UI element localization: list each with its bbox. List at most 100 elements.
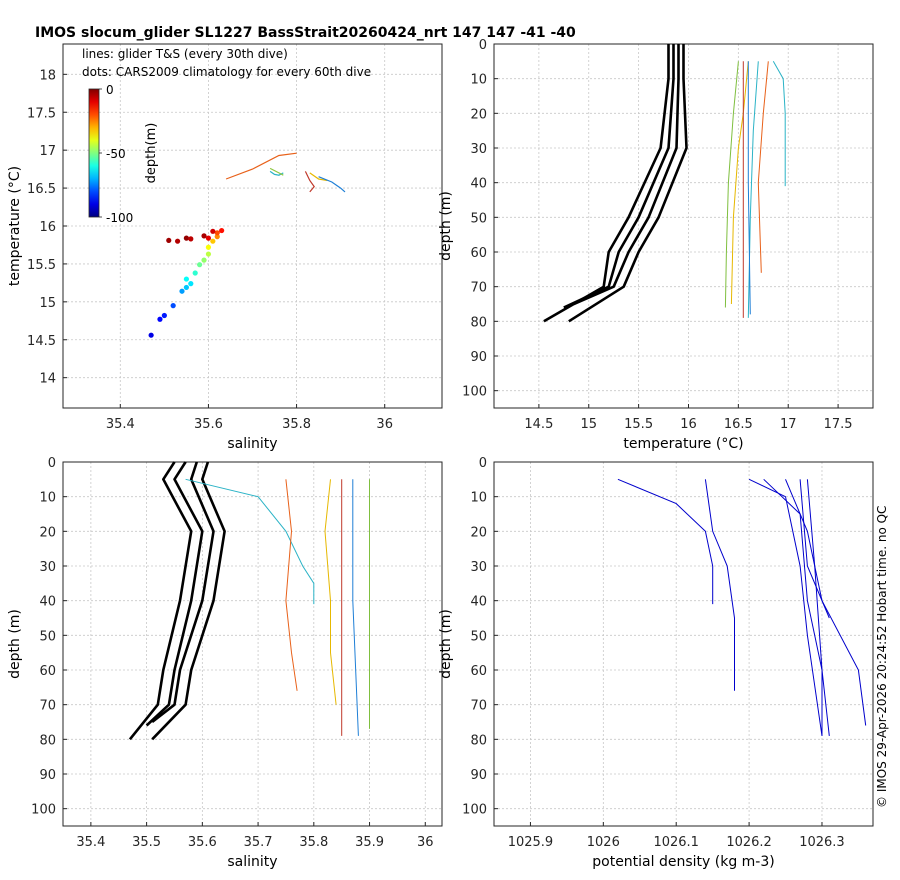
y-tick-label: 16.5 (27, 182, 56, 197)
x-tick-label: 15 (580, 417, 597, 432)
y-tick-label: 30 (470, 560, 487, 575)
y-tick-label: 16 (39, 220, 56, 235)
y-tick-label: 60 (470, 664, 487, 679)
y-tick-label: 100 (31, 803, 56, 818)
glider-profile-line (704, 479, 735, 691)
climatology-dot (205, 251, 212, 257)
climatology-dot (183, 284, 189, 291)
glider-profile-line (617, 478, 714, 605)
legend-text: lines: glider T&S (every 30th dive) (82, 47, 288, 61)
y-axis-label: depth (m) (438, 609, 454, 679)
y-axis-label: temperature (°C) (7, 166, 23, 286)
climatology-dot (205, 244, 212, 250)
x-axis-label: potential density (kg m-3) (592, 854, 774, 870)
climatology-dot (201, 233, 207, 239)
colorbar (88, 88, 100, 218)
glider-profile-line (772, 61, 786, 187)
y-tick-label: 20 (470, 525, 487, 540)
axes-box (493, 461, 874, 827)
climatology-dot (174, 238, 181, 244)
glider-profile-line (806, 479, 823, 736)
x-tick-label: 36 (417, 835, 434, 850)
y-tick-label: 17 (39, 144, 56, 159)
glider-profile-line (757, 61, 769, 273)
x-tick-label: 35.6 (194, 417, 223, 432)
figure-title: IMOS slocum_glider SL1227 BassStrait2026… (35, 25, 576, 41)
y-tick-label: 80 (470, 315, 487, 330)
glider-profile-line (730, 61, 749, 305)
y-tick-label: 80 (39, 733, 56, 748)
climatology-dot (214, 234, 220, 240)
colorbar-tick-label: -100 (106, 211, 133, 225)
y-tick-label: 50 (470, 629, 487, 644)
climatology-dot (210, 238, 216, 244)
climatology-profile-line (568, 44, 688, 323)
y-tick-label: 14.5 (27, 334, 56, 349)
climatology-dot (197, 262, 203, 268)
x-axis-label: salinity (227, 436, 277, 452)
climatology-dot (170, 303, 176, 309)
y-tick-label: 90 (470, 768, 487, 783)
glider-profile-line (324, 479, 337, 705)
credit-text: © IMOS 29-Apr-2026 20:24:52 Hobart time.… (875, 506, 889, 808)
y-tick-label: 60 (39, 664, 56, 679)
y-tick-label: 90 (39, 768, 56, 783)
climatology-profile-line (563, 44, 675, 309)
y-tick-label: 0 (479, 38, 487, 53)
glider-profile-line (748, 478, 823, 736)
x-tick-label: 35.9 (355, 835, 384, 850)
x-tick-label: 35.7 (244, 835, 273, 850)
ts-diagram-panel: 35.4 35.6 35.8 36 14 14.5 15 15.5 16 16.5 17 17.5 18… (7, 43, 443, 452)
y-tick-label: 10 (39, 491, 56, 506)
colorbar-label: depth(m) (144, 123, 159, 184)
climatology-dot (157, 316, 163, 322)
y-tick-label: 50 (470, 211, 487, 226)
y-tick-label: 30 (470, 142, 487, 157)
y-tick-label: 70 (470, 699, 487, 714)
y-tick-label: 10 (470, 73, 487, 88)
y-tick-label: 0 (48, 456, 56, 471)
glider-ts-line (309, 172, 328, 182)
y-tick-label: 100 (462, 385, 487, 400)
y-tick-label: 40 (39, 595, 56, 610)
climatology-dot (192, 270, 198, 276)
salinity-profile-panel: 35.4 35.5 35.6 35.7 35.8 35.9 36 0 10 20 30 40 50 60 7… (7, 456, 443, 870)
y-tick-label: 20 (39, 525, 56, 540)
x-tick-label: 36 (376, 417, 393, 432)
climatology-dot (188, 281, 194, 287)
x-axis-label: salinity (227, 854, 277, 870)
legend-text: dots: CARS2009 climatology for every 60t… (82, 65, 371, 79)
x-tick-label: 35.8 (299, 835, 328, 850)
x-tick-label: 17.5 (824, 417, 853, 432)
y-tick-label: 15 (39, 296, 56, 311)
temperature-profile-panel: 14.5 15 15.5 16 16.5 17 17.5 0 10 20 30 40 50 60 70 80 9… (438, 38, 874, 452)
climatology-dot (183, 276, 189, 282)
climatology-dot (161, 312, 167, 319)
x-tick-label: 16.5 (724, 417, 753, 432)
x-tick-label: 1026.1 (653, 835, 699, 850)
x-tick-label: 35.5 (132, 835, 161, 850)
glider-profile-line (285, 479, 298, 691)
colorbar-tick-label: 0 (106, 83, 114, 97)
y-tick-label: 70 (470, 281, 487, 296)
y-tick-label: 0 (479, 456, 487, 471)
climatology-dot (205, 235, 212, 241)
y-tick-label: 40 (470, 595, 487, 610)
glider-ts-line (225, 152, 297, 180)
x-axis-label: temperature (°C) (623, 436, 743, 452)
x-tick-label: 15.5 (624, 417, 653, 432)
climatology-dot (166, 237, 172, 244)
x-tick-label: 17 (780, 417, 797, 432)
colorbar-tick-label: -50 (106, 147, 126, 161)
x-tick-label: 14.5 (524, 417, 553, 432)
climatology-dot (201, 257, 207, 263)
axes-box (62, 461, 443, 827)
x-tick-label: 1026.3 (799, 835, 845, 850)
climatology-dot (214, 230, 220, 236)
glider-profile-line (185, 478, 315, 605)
x-tick-label: 35.4 (76, 835, 105, 850)
x-tick-label: 1026 (587, 835, 620, 850)
glider-ts-line (304, 171, 315, 193)
glider-ts-line (269, 167, 284, 176)
